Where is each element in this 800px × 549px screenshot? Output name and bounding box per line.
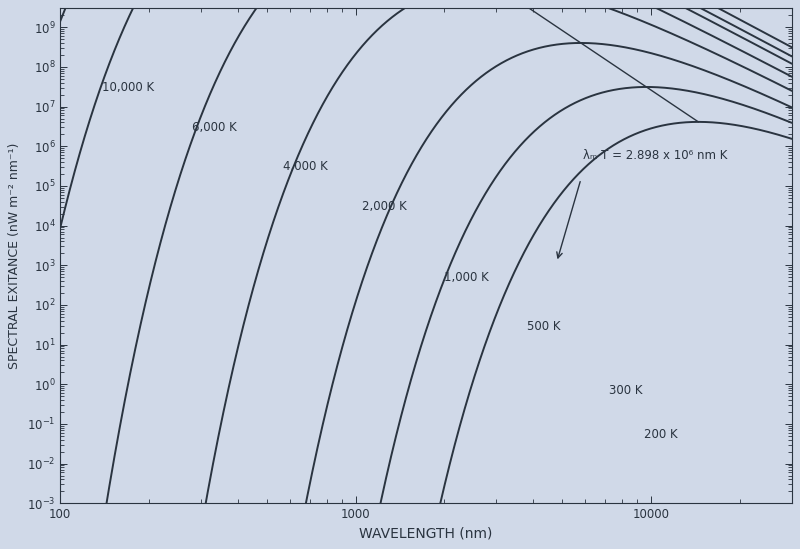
Text: λₘ T = 2.898 x 10⁶ nm K: λₘ T = 2.898 x 10⁶ nm K <box>583 149 727 162</box>
Y-axis label: SPECTRAL EXITANCE (nW m⁻² nm⁻¹): SPECTRAL EXITANCE (nW m⁻² nm⁻¹) <box>8 143 22 369</box>
Text: 500 K: 500 K <box>526 321 560 333</box>
Text: 4,000 K: 4,000 K <box>283 160 328 173</box>
Text: 200 K: 200 K <box>644 428 678 441</box>
Text: 1,000 K: 1,000 K <box>445 271 489 284</box>
Text: 6,000 K: 6,000 K <box>192 121 237 134</box>
Text: 300 K: 300 K <box>609 384 642 397</box>
X-axis label: WAVELENGTH (nm): WAVELENGTH (nm) <box>359 526 493 541</box>
Text: 10,000 K: 10,000 K <box>102 81 154 94</box>
Text: 2,000 K: 2,000 K <box>362 200 406 213</box>
